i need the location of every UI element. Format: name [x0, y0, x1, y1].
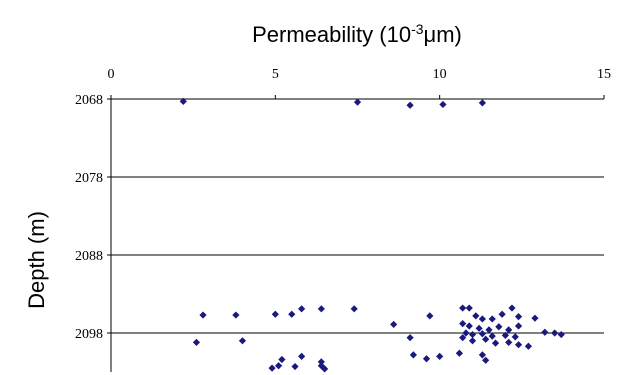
data-point	[179, 97, 187, 105]
data-point	[478, 99, 486, 107]
data-point	[288, 310, 296, 318]
title-superscript: -3	[411, 21, 424, 37]
data-point	[390, 320, 398, 329]
y-tick-label: 2098	[75, 327, 103, 342]
data-point	[468, 330, 477, 339]
data-point	[475, 324, 483, 332]
y-tick-label: 2088	[75, 249, 103, 264]
data-point	[350, 305, 358, 313]
data-point	[298, 352, 306, 360]
data-point	[199, 311, 207, 319]
data-point	[482, 356, 490, 364]
data-point	[462, 329, 470, 337]
x-tick-label: 15	[597, 67, 611, 82]
data-point	[268, 364, 276, 372]
data-point	[406, 101, 414, 109]
data-point	[557, 330, 565, 339]
y-axis-label: Depth (m)	[24, 211, 49, 309]
data-point	[478, 315, 486, 323]
data-point	[485, 326, 493, 334]
data-point	[511, 333, 519, 341]
y-axis-ticks: 2068 2078 2088 2098	[75, 93, 111, 342]
data-point	[271, 310, 279, 318]
data-point	[426, 312, 434, 320]
data-point	[478, 330, 486, 338]
title-unit: μm)	[424, 22, 462, 47]
data-point	[514, 313, 523, 321]
data-point	[468, 337, 477, 345]
grid-lines	[111, 98, 604, 334]
data-point	[495, 323, 503, 331]
data-point	[439, 100, 447, 109]
data-points	[179, 97, 565, 373]
data-point	[298, 305, 306, 313]
data-point	[524, 342, 533, 350]
data-point	[232, 311, 240, 319]
data-point	[278, 355, 286, 364]
data-point	[406, 334, 414, 342]
data-point	[482, 335, 490, 343]
data-point	[478, 351, 486, 359]
data-point	[192, 338, 201, 346]
data-point	[409, 351, 417, 359]
data-point	[488, 315, 496, 323]
data-point	[501, 331, 509, 339]
data-point	[551, 329, 559, 337]
x-axis-ticks: 0 5 10 15	[108, 67, 611, 99]
data-point	[317, 358, 325, 366]
data-point	[531, 314, 539, 322]
x-tick-label: 10	[433, 67, 447, 82]
y-tick-label: 2078	[75, 171, 103, 186]
data-point	[436, 352, 444, 360]
data-point	[472, 312, 480, 320]
data-point	[498, 310, 506, 318]
chart-title: Permeability (10-3μm)	[252, 21, 462, 47]
data-point	[505, 326, 513, 334]
data-point	[465, 304, 473, 312]
data-point	[508, 304, 516, 312]
title-main: Permeability (10	[252, 22, 411, 47]
y-tick-label: 2068	[75, 93, 103, 108]
x-tick-label: 0	[108, 67, 115, 82]
data-point	[353, 98, 362, 106]
data-point	[422, 355, 431, 363]
data-point	[317, 305, 325, 313]
data-point	[514, 322, 523, 330]
data-point	[491, 339, 500, 347]
x-tick-label: 5	[272, 67, 279, 82]
data-point	[238, 337, 247, 345]
data-point	[514, 341, 523, 349]
data-point	[488, 332, 496, 340]
data-point	[505, 338, 513, 346]
data-point	[291, 362, 299, 371]
data-point	[459, 304, 467, 312]
data-point	[459, 334, 467, 342]
data-point	[455, 349, 463, 357]
data-point	[465, 322, 473, 330]
data-point	[321, 365, 329, 373]
data-point	[275, 362, 283, 370]
data-point	[541, 328, 549, 336]
data-point	[459, 320, 467, 328]
